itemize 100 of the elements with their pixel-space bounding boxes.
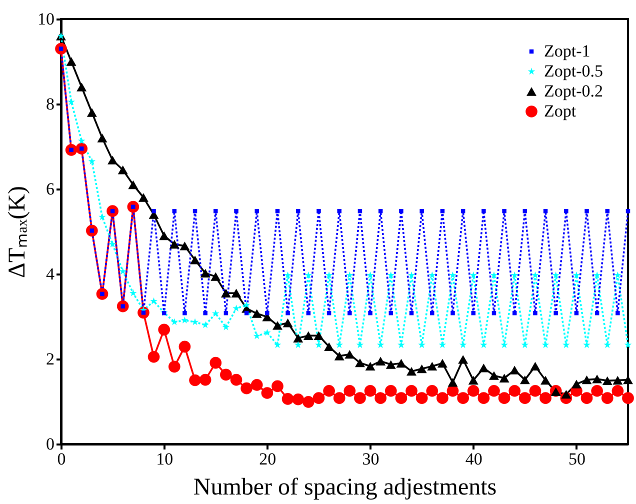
point [232, 304, 240, 312]
point [97, 134, 108, 142]
point [334, 352, 344, 360]
point [292, 393, 304, 406]
point [189, 374, 201, 386]
point [152, 208, 156, 214]
point [250, 379, 263, 391]
point [68, 98, 75, 105]
point [159, 231, 170, 240]
point [510, 271, 518, 278]
point [212, 310, 220, 317]
point [420, 208, 424, 214]
point [384, 384, 397, 397]
point [240, 382, 252, 394]
point [346, 271, 354, 278]
point [119, 268, 126, 275]
point [408, 271, 416, 278]
point [616, 310, 620, 316]
point [169, 240, 180, 249]
point [76, 82, 87, 92]
point [612, 376, 623, 385]
point [571, 380, 582, 388]
point [612, 384, 624, 397]
point [399, 208, 404, 214]
legend-label: Zopt-1 [544, 42, 590, 60]
point [314, 331, 324, 340]
point [374, 392, 386, 404]
point [66, 57, 76, 66]
point [354, 392, 366, 404]
point [458, 355, 468, 364]
y-tick-label: 10 [38, 10, 54, 28]
point [601, 392, 614, 404]
point [584, 208, 589, 214]
point [302, 396, 314, 408]
point [593, 271, 601, 278]
point [500, 341, 508, 348]
y-tick-label: 8 [46, 94, 54, 114]
point [336, 341, 343, 348]
point [344, 384, 356, 397]
point [128, 180, 138, 190]
point [482, 208, 486, 214]
point [602, 376, 612, 385]
point [502, 208, 506, 214]
point [436, 392, 448, 404]
point [282, 393, 294, 405]
point [416, 364, 427, 374]
point [498, 392, 510, 404]
point [428, 271, 436, 278]
point [529, 384, 542, 397]
point [158, 324, 170, 336]
point [510, 366, 520, 374]
point [540, 376, 551, 385]
x-tick-label: 20 [259, 450, 276, 468]
point [520, 376, 530, 384]
point [150, 297, 158, 304]
y-tick-label: 0 [46, 434, 54, 454]
point [293, 334, 304, 342]
point [282, 318, 293, 328]
point [623, 376, 633, 384]
point [337, 208, 342, 214]
point [591, 384, 603, 397]
point [530, 362, 540, 371]
point [449, 271, 456, 278]
point [272, 321, 282, 330]
point [552, 271, 560, 278]
point [138, 193, 148, 202]
point [437, 358, 448, 368]
legend-label: Zopt-0.2 [544, 82, 604, 100]
point [108, 156, 118, 164]
point [478, 364, 489, 372]
point [261, 387, 274, 399]
point [242, 301, 250, 308]
point [448, 378, 458, 387]
legend-label: Zopt [544, 102, 576, 120]
point [272, 380, 284, 392]
point [365, 362, 376, 371]
point [406, 384, 418, 397]
point [220, 368, 232, 381]
point [582, 376, 592, 384]
point [416, 392, 428, 404]
point [480, 341, 488, 348]
point [265, 310, 270, 316]
x-tick-label: 30 [362, 450, 380, 468]
point [303, 331, 314, 340]
point [396, 358, 406, 368]
point [170, 318, 178, 326]
point [333, 392, 346, 404]
point [614, 271, 622, 278]
point [294, 341, 302, 348]
point [387, 271, 395, 278]
point [252, 309, 262, 318]
point [564, 208, 568, 214]
point [356, 341, 364, 348]
point [521, 341, 529, 348]
point [470, 271, 478, 278]
point [182, 310, 187, 316]
point [203, 310, 208, 316]
y-axis-title: ΔTₘₐₓ(K) [4, 186, 30, 278]
point [604, 341, 612, 348]
point [202, 321, 209, 328]
